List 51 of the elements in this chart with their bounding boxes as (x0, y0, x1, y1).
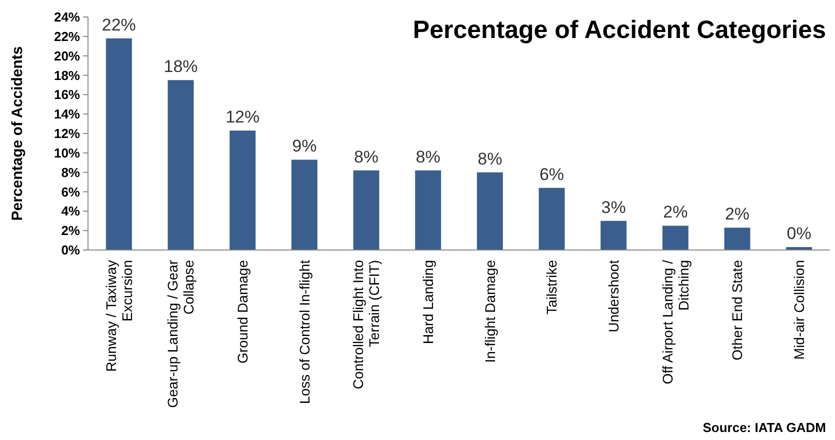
y-tick-label: 0% (61, 242, 80, 258)
y-tick-label: 10% (54, 145, 80, 160)
bar (600, 220, 627, 250)
data-label: 22% (102, 15, 136, 34)
data-label: 18% (164, 57, 198, 76)
y-tick-label: 22% (54, 28, 80, 44)
bar (230, 130, 256, 250)
source-note: Source: IATA GADM (702, 420, 826, 435)
chart-title: Percentage of Accident Categories (412, 16, 826, 44)
x-tick-label: Loss of Control In-flight (296, 260, 312, 404)
bar (538, 188, 565, 250)
x-tick-label: Mid-air Collision (790, 260, 807, 360)
y-tick-label: 4% (61, 204, 80, 219)
bar (662, 226, 688, 250)
data-label: 2% (663, 202, 688, 222)
data-label: 12% (226, 108, 260, 127)
y-tick-label: 6% (61, 184, 80, 200)
bar (415, 170, 442, 250)
data-label: 2% (724, 204, 750, 224)
bar (353, 170, 380, 250)
y-tick-label: 8% (61, 164, 80, 180)
x-tick-label: Gear-up Landing / Gear Collapse (164, 260, 197, 408)
x-tick-label: Ground Damage (234, 260, 250, 364)
bar (168, 80, 194, 250)
x-tick-label: Undershoot (605, 260, 622, 332)
x-tick-label: Runway / Taxiway Excursion (102, 260, 135, 372)
y-tick-label: 16% (54, 87, 80, 102)
x-tick-label: Controlled Flight Into Terrain (CFIT) (350, 260, 382, 390)
y-tick-label: 2% (61, 223, 80, 238)
y-tick-label: 14% (54, 106, 80, 122)
data-label: 0% (786, 224, 812, 244)
y-tick-label: 12% (54, 126, 80, 142)
bar (724, 228, 750, 250)
data-label: 8% (354, 147, 379, 166)
bar (106, 38, 132, 250)
data-label: 9% (292, 136, 317, 156)
y-tick-label: 20% (54, 48, 80, 64)
y-tick-label: 18% (54, 68, 80, 83)
bar (476, 172, 503, 250)
data-label: 3% (601, 198, 626, 217)
y-axis-title: Percentage of Accidents (9, 46, 26, 221)
x-tick-label: Other End State (729, 260, 746, 360)
x-tick-label: Off Airport Landing / Ditching (659, 260, 692, 384)
data-label: 8% (478, 149, 502, 168)
bar (291, 160, 318, 250)
x-tick-label: Hard Landing (420, 260, 436, 344)
data-label: 6% (539, 164, 564, 184)
x-tick-label: In-flight Damage (482, 260, 498, 363)
y-tick-label: 24% (54, 10, 80, 25)
x-tick-label: Tailstrike (544, 260, 560, 314)
data-label: 8% (416, 147, 440, 166)
